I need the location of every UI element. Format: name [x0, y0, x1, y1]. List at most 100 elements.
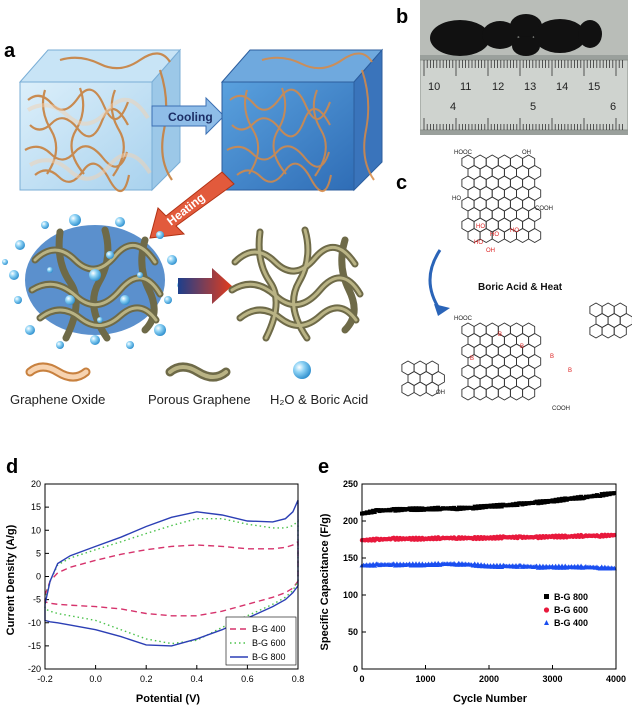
water-boric-acid-swatch [293, 361, 311, 379]
svg-text:B: B [498, 332, 502, 338]
x-tick-label: 0.6 [241, 674, 254, 684]
legend-entry: B-G 600 [252, 638, 286, 648]
svg-text:5: 5 [530, 101, 536, 113]
x-tick-label: 0.2 [140, 674, 153, 684]
x-tick-label: 0.4 [191, 674, 204, 684]
data-point [612, 491, 617, 496]
svg-text:12: 12 [492, 81, 504, 93]
series-b-g-600 [359, 532, 617, 543]
y-tick-label: 5 [36, 548, 41, 558]
y-axis-label: Specific Capacitance (F/g) [319, 513, 331, 650]
boron-crosslinked-structure [401, 302, 632, 401]
svg-text:B: B [550, 354, 554, 360]
cv-legend: B-G 400 B-G 600 B-G 800 [225, 616, 297, 666]
y-tick-label: 100 [343, 590, 358, 600]
cycling-legend: B-G 800 B-G 600 B-G 400 [543, 592, 588, 628]
svg-text:HOOC: HOOC [454, 150, 473, 156]
legend-entry: B-G 800 [554, 592, 588, 602]
legend-graphene-oxide: Graphene Oxide [10, 392, 105, 407]
ruler: 10 11 12 13 14 15 4 5 6 [420, 59, 628, 131]
svg-text:OH: OH [486, 248, 495, 254]
svg-text:OH: OH [522, 150, 531, 156]
x-tick-label: 3000 [542, 674, 562, 684]
drying-arrow [178, 268, 232, 304]
x-tick-label: 0 [359, 674, 364, 684]
y-tick-label: 200 [343, 516, 358, 526]
series-b-g-800 [360, 491, 617, 516]
cv-chart: Current Density (A/g) Potential (V) -0.2… [5, 479, 305, 705]
svg-text:OH: OH [436, 390, 445, 396]
heating-label: Heating [164, 190, 207, 228]
x-axis-label: Cycle Number [453, 693, 528, 705]
x-tick-label: 0.8 [292, 674, 305, 684]
wet-porous-graphene [2, 214, 183, 349]
dry-porous-graphene [228, 226, 364, 342]
svg-text:B: B [568, 368, 572, 374]
y-tick-label: -20 [28, 664, 41, 674]
x-tick-label: 2000 [479, 674, 499, 684]
svg-text:6: 6 [610, 101, 616, 113]
legend-entry: B-G 800 [252, 652, 286, 662]
y-tick-label: 15 [31, 502, 41, 512]
y-tick-label: -10 [28, 618, 41, 628]
x-tick-label: 4000 [606, 674, 626, 684]
panel-label-d: d [6, 456, 19, 478]
y-tick-label: 50 [348, 627, 358, 637]
series-b-g-400 [359, 560, 617, 571]
svg-text:HO: HO [474, 240, 483, 246]
y-tick-label: -5 [33, 595, 41, 605]
svg-text:10: 10 [428, 81, 440, 93]
cycling-chart: Specific Capacitance (F/g) Cycle Number … [319, 479, 626, 705]
panel-a-schematic: Cooling Heating [2, 48, 384, 407]
x-tick-label: 1000 [415, 674, 435, 684]
svg-text:HO: HO [490, 232, 499, 238]
panel-label-a: a [4, 40, 16, 62]
svg-text:HO: HO [476, 224, 485, 230]
cooling-arrow: Cooling [151, 96, 225, 136]
svg-text:13: 13 [524, 81, 536, 93]
svg-text:11: 11 [460, 81, 471, 93]
svg-text:B: B [470, 356, 474, 362]
reaction-arrow [428, 249, 442, 311]
legend-water-boric-acid: H₂O & Boric Acid [270, 392, 368, 407]
panel-label-b: b [396, 6, 409, 28]
panel-b-photo: 10 11 12 13 14 15 4 5 6 [420, 0, 628, 135]
y-tick-label: -15 [28, 641, 41, 651]
x-tick-label: 0.0 [89, 674, 102, 684]
x-tick-label: -0.2 [37, 674, 53, 684]
svg-text:HOOC: HOOC [454, 316, 473, 322]
svg-text:4: 4 [450, 101, 456, 113]
y-tick-label: 250 [343, 479, 358, 489]
y-tick-label: 20 [31, 479, 41, 489]
heating-arrow: Heating [149, 171, 235, 239]
cooling-label: Cooling [168, 110, 213, 124]
legend-porous-graphene: Porous Graphene [148, 392, 251, 407]
panel-label-e: e [318, 456, 330, 478]
frozen-cube [220, 48, 384, 192]
reaction-label: Boric Acid & Heat [478, 282, 563, 293]
series-b-g-400 [44, 540, 299, 617]
legend-entry: B-G 400 [252, 624, 286, 634]
y-tick-label: 10 [31, 525, 41, 535]
graphene-oxide-structure [461, 154, 542, 244]
svg-text:B: B [520, 344, 524, 350]
legend-entry: B-G 600 [554, 605, 588, 615]
legend-entry: B-G 400 [554, 618, 588, 628]
svg-text:HO: HO [452, 196, 461, 202]
series-b-g-600 [44, 518, 299, 645]
svg-text:14: 14 [556, 81, 568, 93]
functional-group-labels: HOOC OH COOH HO HOOC COOH OH [436, 150, 570, 412]
y-tick-label: 150 [343, 553, 358, 563]
svg-text:15: 15 [588, 81, 600, 93]
y-axis-label: Current Density (A/g) [5, 524, 17, 635]
y-tick-label: 0 [36, 572, 41, 582]
svg-text:HO: HO [510, 228, 519, 234]
panel-label-c: c [396, 172, 408, 194]
x-axis-label: Potential (V) [136, 693, 201, 705]
graphene-pieces [430, 14, 602, 56]
svg-text:COOH: COOH [552, 406, 570, 412]
y-tick-label: 0 [353, 664, 358, 674]
svg-text:COOH: COOH [535, 206, 553, 212]
schematic-legend: Graphene Oxide Porous Graphene H₂O & Bor… [10, 361, 368, 407]
